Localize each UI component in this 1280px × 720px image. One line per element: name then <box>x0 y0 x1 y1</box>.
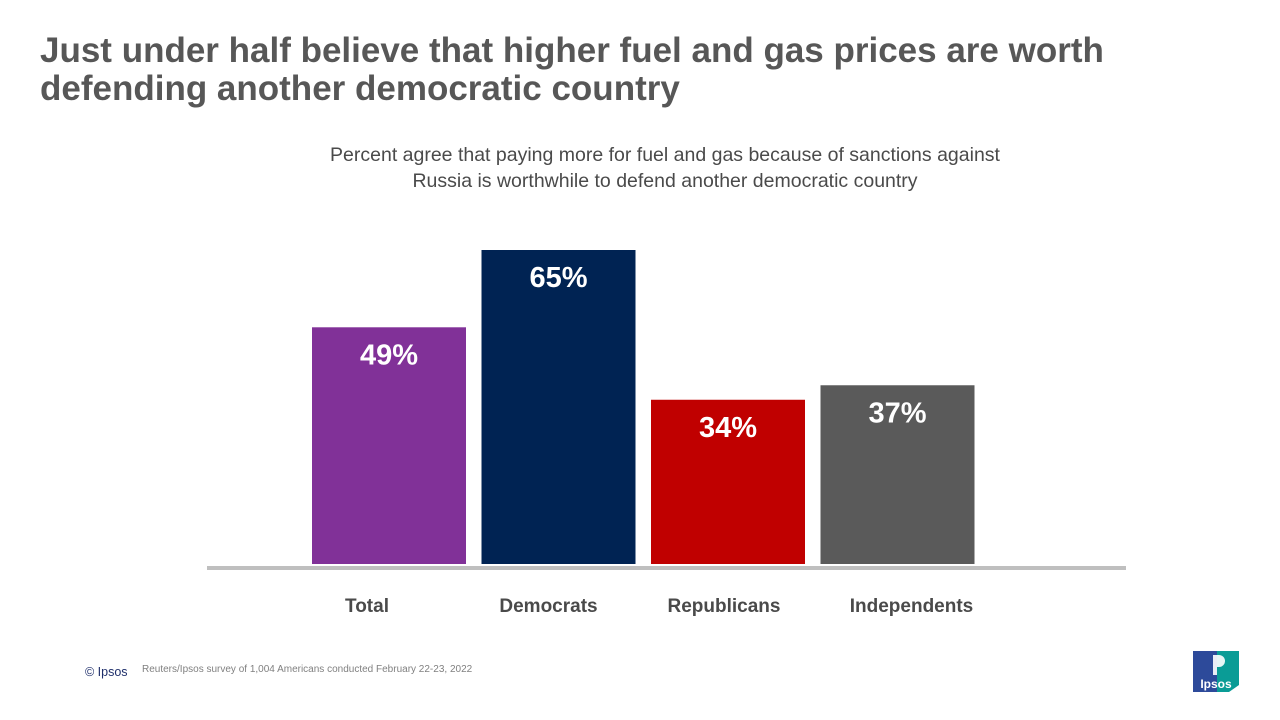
bar-independents <box>820 385 975 564</box>
bar-republicans <box>651 399 805 564</box>
category-label-democrats: Democrats <box>499 596 597 617</box>
data-label-independents: 37% <box>868 397 926 429</box>
copyright-text: © Ipsos <box>85 665 128 679</box>
source-note: Reuters/Ipsos survey of 1,004 Americans … <box>142 664 473 675</box>
category-label-independents: Independents <box>850 596 974 617</box>
data-label-republicans: 34% <box>699 412 757 444</box>
logo-left-panel <box>1193 651 1217 692</box>
data-label-democrats: 65% <box>529 262 587 294</box>
logo-wordmark: Ipsos <box>1200 677 1232 691</box>
logo-mark-icon <box>1213 655 1225 675</box>
chart-subtitle: Percent agree that paying more for fuel … <box>330 144 1000 192</box>
ipsos-logo: Ipsos <box>1193 651 1239 692</box>
page-title: Just under half believe that higher fuel… <box>40 31 1104 108</box>
bar-total <box>312 327 466 564</box>
category-label-republicans: Republicans <box>668 596 781 617</box>
category-label-total: Total <box>345 596 389 617</box>
data-label-total: 49% <box>360 339 418 371</box>
bar-democrats <box>481 250 636 564</box>
